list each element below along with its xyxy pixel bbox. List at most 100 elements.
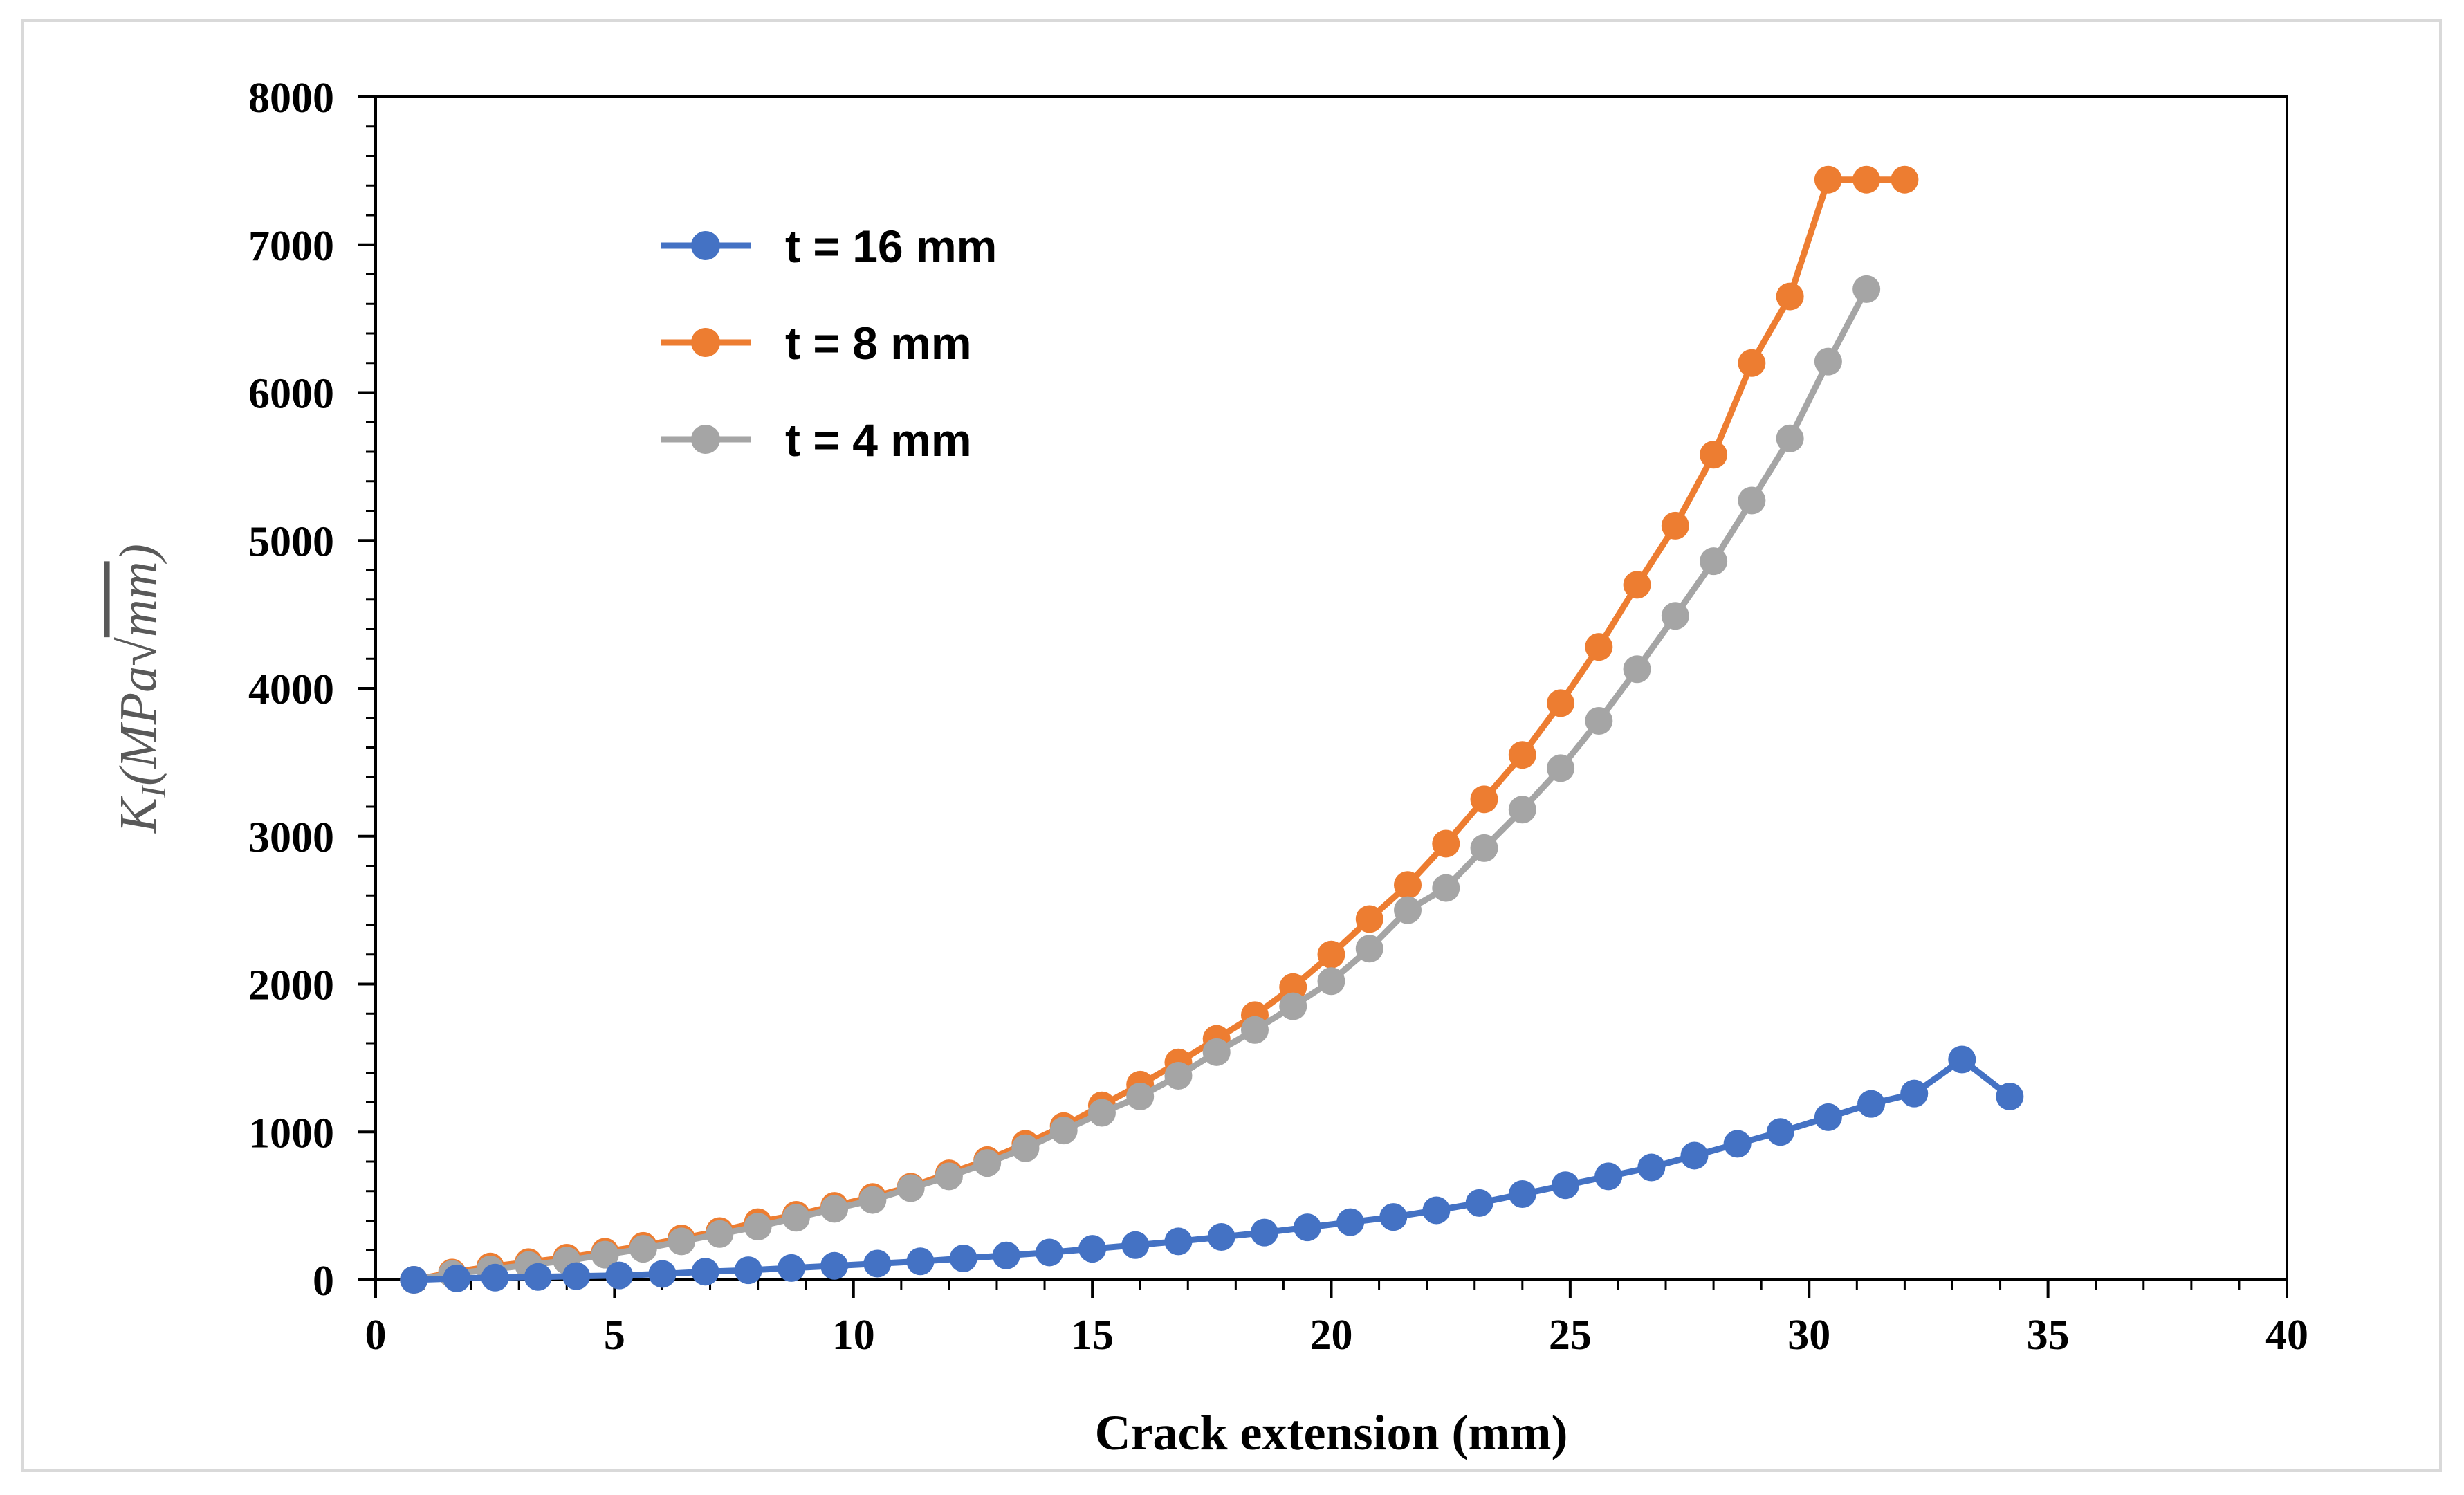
data-point	[906, 1247, 935, 1276]
data-point	[706, 1220, 734, 1248]
data-point	[1948, 1045, 1976, 1074]
data-point	[1121, 1231, 1150, 1259]
data-point	[1432, 829, 1460, 858]
data-point	[1394, 871, 1422, 899]
data-point	[1723, 1130, 1752, 1158]
data-point	[1738, 486, 1766, 515]
data-point	[1279, 992, 1307, 1020]
data-point	[1355, 935, 1383, 963]
legend-item: t = 4 mm	[661, 414, 972, 466]
data-point	[1035, 1238, 1063, 1267]
data-point	[591, 1240, 619, 1269]
data-point	[1857, 1090, 1886, 1118]
x-tick-label: 40	[2265, 1312, 2308, 1359]
data-point	[481, 1263, 509, 1292]
data-point	[668, 1227, 696, 1256]
data-point	[782, 1204, 810, 1232]
data-point	[1852, 275, 1881, 303]
data-point	[1317, 967, 1345, 996]
data-point	[1465, 1189, 1493, 1217]
data-point	[1279, 973, 1307, 1001]
series-2	[400, 275, 1881, 1294]
x-axis-title: Crack extension (mm)	[1095, 1405, 1568, 1460]
y-tick-label: 1000	[248, 1110, 334, 1157]
data-point	[1814, 165, 1842, 194]
data-point	[1011, 1134, 1040, 1162]
series-1	[400, 165, 1919, 1294]
data-point	[1470, 785, 1498, 814]
y-tick-label: 8000	[248, 75, 334, 122]
data-point	[973, 1149, 1002, 1177]
data-point	[1661, 602, 1689, 630]
data-point	[1126, 1082, 1155, 1110]
legend-item: t = 16 mm	[661, 221, 997, 272]
y-axis-title: KI(MPa√mm)	[109, 544, 174, 834]
data-point	[562, 1262, 591, 1290]
data-point	[863, 1249, 892, 1278]
data-point	[1394, 896, 1422, 924]
data-point	[1422, 1196, 1451, 1225]
data-point	[1623, 571, 1651, 599]
data-point	[1250, 1218, 1278, 1247]
y-axis-units-close: )	[109, 544, 167, 564]
data-point	[1164, 1227, 1193, 1256]
x-tick-label: 25	[1549, 1312, 1592, 1359]
series-line	[413, 287, 1870, 1283]
data-point	[1680, 1141, 1709, 1170]
data-point	[1738, 349, 1766, 377]
series-line	[413, 176, 1905, 1283]
data-point	[1700, 441, 1728, 469]
data-point	[1585, 707, 1613, 735]
data-point	[935, 1162, 963, 1191]
data-point	[605, 1261, 634, 1290]
data-point	[1547, 754, 1575, 782]
data-point	[1202, 1038, 1231, 1066]
data-point	[1336, 1208, 1365, 1236]
data-point	[1049, 1117, 1078, 1145]
sqrt-sign: √	[109, 637, 167, 666]
data-point	[820, 1195, 849, 1223]
data-point	[691, 1258, 719, 1286]
data-point	[1891, 165, 1919, 194]
y-tick-label: 3000	[248, 814, 334, 861]
data-point	[1240, 1016, 1269, 1044]
x-tick-label: 0	[365, 1312, 387, 1359]
data-point	[1852, 165, 1881, 194]
data-point	[992, 1241, 1020, 1269]
data-point	[1207, 1223, 1235, 1251]
data-point	[820, 1251, 849, 1280]
data-point	[1814, 347, 1842, 376]
legend-item: t = 8 mm	[661, 318, 972, 369]
data-point	[1900, 1079, 1929, 1108]
x-tick-label: 35	[2027, 1312, 2070, 1359]
data-point	[1164, 1062, 1193, 1090]
legend-marker	[691, 425, 720, 454]
legend-label: t = 4 mm	[785, 414, 972, 466]
y-tick-label: 4000	[248, 666, 334, 713]
data-point	[1432, 874, 1460, 902]
data-point	[1766, 1118, 1794, 1146]
y-axis-radicand: mm	[109, 561, 167, 637]
y-axis-symbol: K	[109, 796, 167, 834]
data-point	[1585, 633, 1613, 661]
y-axis-subscript: I	[134, 784, 174, 798]
y-tick-label: 0	[313, 1258, 334, 1305]
y-tick-label: 6000	[248, 371, 334, 418]
data-point	[1661, 511, 1689, 540]
data-point	[734, 1256, 762, 1285]
y-axis-title-text: KI(MPa√mm)	[109, 544, 174, 834]
x-tick-label: 30	[1787, 1312, 1830, 1359]
axis-ticks: 0 5 10 15 20 25 30 35 40 0 1000 2000 3000 4000 5000 600…	[248, 75, 2308, 1359]
data-point	[1355, 905, 1383, 933]
data-point	[1078, 1235, 1107, 1263]
data-point	[1508, 741, 1536, 769]
x-tick-label: 20	[1310, 1312, 1353, 1359]
legend-label: t = 16 mm	[785, 221, 997, 272]
data-point	[1776, 424, 1804, 452]
data-point	[1700, 547, 1728, 576]
legend-marker	[691, 328, 720, 357]
series-layer	[400, 165, 2024, 1294]
data-point	[1623, 655, 1651, 684]
y-tick-label: 5000	[248, 518, 334, 565]
legend: t = 16 mm t = 8 mm t = 4 mm	[661, 221, 997, 466]
